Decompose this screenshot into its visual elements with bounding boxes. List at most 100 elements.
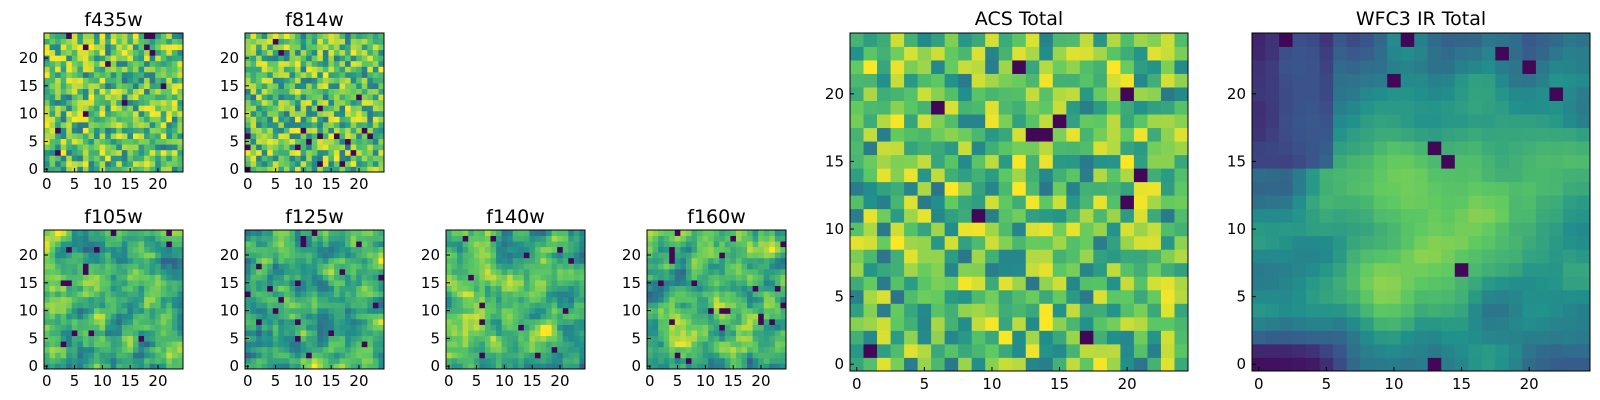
heatmap-cell [149,274,156,281]
heatmap-cell [1292,289,1307,304]
heatmap-cell [1039,33,1054,47]
heatmap-cell [752,313,759,320]
heatmap-cell [177,346,184,353]
heatmap-cell [71,274,78,281]
heatmap-cell [245,116,251,123]
heatmap-cell [160,66,167,73]
heatmap-cell [573,346,580,353]
heatmap-cell [272,60,279,67]
heatmap-cell [121,296,128,303]
heatmap-cell [529,346,536,353]
heatmap-cell [306,313,313,320]
heatmap-cell [551,280,558,286]
heatmap-cell [1400,222,1415,237]
heatmap-cell [735,241,742,248]
heatmap-cell [361,252,368,259]
heatmap-cell [850,73,864,88]
heatmap-cell [1052,87,1067,101]
heatmap-cell [917,168,932,183]
heatmap-cell [1522,154,1537,169]
heatmap-cell [132,105,139,112]
heatmap-cell [350,49,357,56]
heatmap-cell [904,46,918,61]
heatmap-cell [350,105,357,112]
heatmap-cell [774,352,781,359]
heatmap-cell [507,241,514,248]
heatmap-cell [479,324,486,331]
heatmap-cell [1522,249,1537,264]
heatmap-cell [1400,316,1415,331]
heatmap-cell [780,313,787,320]
heatmap-cell [311,149,318,156]
heatmap-cell [345,60,352,67]
heatmap-cell [127,38,134,45]
heatmap-cell [998,343,1013,358]
heatmap-cell [462,352,469,359]
heatmap-cell [1292,235,1307,250]
heatmap-cell [1120,357,1135,372]
heatmap-cell [345,77,352,84]
heatmap-cell [295,285,301,292]
heatmap-cell [60,252,67,259]
heatmap-cell [361,94,368,101]
heatmap-cell [306,116,313,123]
heatmap-cell [94,296,100,303]
heatmap-cell [850,195,864,210]
heatmap-cell [160,166,167,173]
heatmap-cell [256,133,263,140]
heatmap-cell [250,313,257,320]
heatmap-cell [367,330,374,337]
heatmap-cell [278,133,285,140]
heatmap-cell [451,263,458,270]
heatmap-cell [367,307,374,314]
heatmap-cell [132,302,139,309]
heatmap-cell [719,363,726,370]
heatmap-cell [283,352,290,359]
heatmap-cell [1522,195,1537,210]
heatmap-cell [166,296,173,303]
heatmap-cell [339,230,346,236]
heatmap-cell [116,49,123,56]
heatmap-cell [1147,73,1162,88]
heatmap-cell [171,49,178,56]
heatmap-cell [295,302,301,309]
heatmap-cell [88,341,95,348]
heatmap-cell [691,363,698,370]
heatmap-cell [171,66,178,73]
y-tick-label: 10 [220,105,239,123]
heatmap-cell [361,263,368,270]
heatmap-cell [171,55,178,62]
heatmap-cell [658,230,665,236]
heatmap-cell [758,352,765,359]
heatmap-cell [890,114,905,129]
heatmap-cell [658,341,665,348]
heatmap-cell [71,99,78,106]
heatmap-cell [289,66,296,73]
heatmap-cell [278,257,285,264]
heatmap-cell [473,246,480,253]
heatmap-cell [333,246,340,253]
heatmap-cell [546,313,553,320]
heatmap-cell [94,241,100,248]
heatmap-cell [985,127,1000,142]
heatmap-cell [863,141,878,156]
heatmap-cell [747,357,754,364]
heatmap-cell [105,138,112,145]
heatmap-cell [177,357,184,364]
heatmap-cell [149,160,156,167]
heatmap-cell [306,55,313,62]
heatmap-cell [568,252,575,259]
heatmap-cell [322,291,329,298]
heatmap-cell [350,280,357,286]
heatmap-cell [697,318,703,325]
heatmap-cell [116,307,123,314]
heatmap-cell [289,71,296,78]
heatmap-cell [568,341,575,348]
heatmap-cell [283,268,290,275]
heatmap-cell [311,127,318,134]
heatmap-cell [1522,330,1537,345]
heatmap-cell [333,116,340,123]
heatmap-cell [579,357,586,364]
heatmap-cell [333,313,340,320]
heatmap-cell [1174,222,1189,237]
